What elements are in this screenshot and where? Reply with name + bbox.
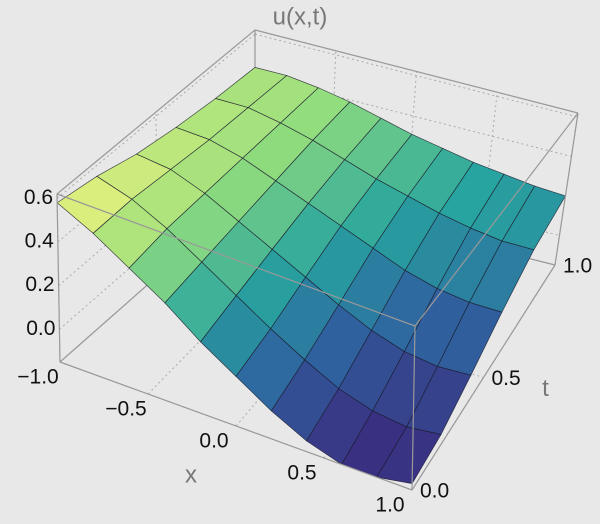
t-tick-label: 1.0 [563, 255, 592, 278]
z-tick-label: 0.6 [24, 186, 53, 209]
x-tick-label: −0.5 [105, 398, 146, 421]
box-edge [414, 112, 579, 327]
x-tick-label: 1.0 [375, 494, 404, 517]
z-tick-label: 0.4 [25, 230, 55, 253]
box-edge [411, 325, 416, 491]
x-tick-label: −1.0 [17, 366, 58, 389]
z-tick-label: 0.0 [26, 317, 55, 340]
t-tick-label: 0.0 [420, 480, 449, 503]
box-edge [254, 29, 579, 114]
box-edge [554, 112, 579, 266]
x-axis-label: x [185, 461, 197, 488]
z-tick-label: 0.2 [25, 273, 54, 296]
t-tick-label: 0.5 [492, 367, 521, 390]
box-edge [56, 29, 256, 195]
surface-patch [376, 426, 442, 484]
box-edge [59, 361, 413, 491]
box-edge [411, 264, 556, 491]
grid-line [254, 33, 578, 118]
chart-title: u(x,t) [273, 3, 328, 30]
x-tick-label: 0.0 [199, 430, 228, 453]
grid-line [155, 111, 158, 277]
t-axis-label: t [542, 375, 549, 402]
box-edge [56, 193, 61, 363]
x-tick-label: 0.5 [287, 462, 316, 485]
box-edge [56, 193, 416, 327]
